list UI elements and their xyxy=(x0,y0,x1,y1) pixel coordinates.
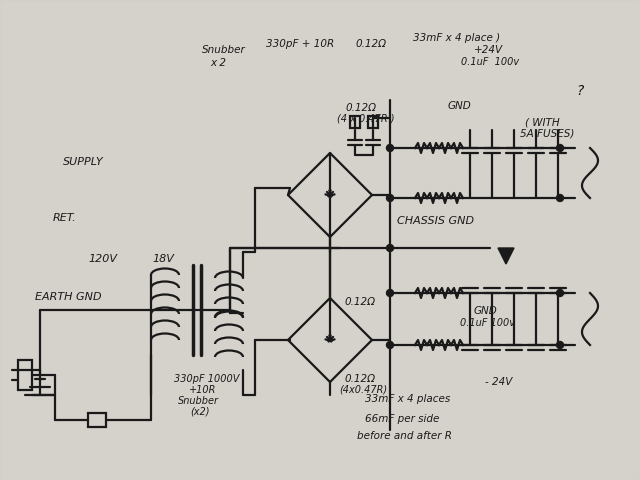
Circle shape xyxy=(387,341,394,348)
Circle shape xyxy=(557,341,563,348)
Text: 120V: 120V xyxy=(88,254,117,264)
Text: x 2: x 2 xyxy=(210,59,226,68)
Text: (4x0.47R): (4x0.47R) xyxy=(339,385,387,395)
Text: +24V: +24V xyxy=(474,46,503,55)
Text: 0.12Ω: 0.12Ω xyxy=(355,39,386,49)
Bar xyxy=(18,360,32,390)
Bar xyxy=(88,413,106,427)
Text: GND: GND xyxy=(448,101,472,110)
Circle shape xyxy=(557,289,563,297)
Text: EARTH GND: EARTH GND xyxy=(35,292,102,301)
Text: 5A FUSES): 5A FUSES) xyxy=(520,129,574,138)
Text: 0.12Ω: 0.12Ω xyxy=(344,298,375,307)
Text: Snubber: Snubber xyxy=(178,396,219,406)
Text: 33mF x 4 places: 33mF x 4 places xyxy=(365,395,450,404)
Text: 0.1uF  100v: 0.1uF 100v xyxy=(461,58,519,67)
Text: 66mF per side: 66mF per side xyxy=(365,414,439,423)
Bar xyxy=(368,116,378,128)
Circle shape xyxy=(557,144,563,152)
Text: +10R: +10R xyxy=(189,385,216,395)
Circle shape xyxy=(557,194,563,202)
Text: 18V: 18V xyxy=(152,254,174,264)
Text: - 24V: - 24V xyxy=(485,377,513,386)
Circle shape xyxy=(387,289,394,297)
Text: 0.1uF 100v: 0.1uF 100v xyxy=(460,318,515,328)
Text: ?: ? xyxy=(576,84,584,98)
Text: (4 x 0.47R ): (4 x 0.47R ) xyxy=(337,114,395,123)
Text: SUPPLY: SUPPLY xyxy=(63,157,103,167)
Bar xyxy=(350,116,360,128)
Polygon shape xyxy=(498,248,514,264)
Text: ( WITH: ( WITH xyxy=(525,118,559,127)
Text: (x2): (x2) xyxy=(191,407,210,416)
Circle shape xyxy=(387,144,394,152)
Text: CHASSIS GND: CHASSIS GND xyxy=(397,216,474,226)
Circle shape xyxy=(387,194,394,202)
Text: RET.: RET. xyxy=(52,214,76,223)
Text: Snubber: Snubber xyxy=(202,46,245,55)
Text: 0.12Ω: 0.12Ω xyxy=(344,374,375,384)
Text: 330pF + 10R: 330pF + 10R xyxy=(266,39,334,49)
Circle shape xyxy=(387,244,394,252)
Text: 330pF 1000V: 330pF 1000V xyxy=(174,374,239,384)
Text: 33mF x 4 place ): 33mF x 4 place ) xyxy=(413,34,500,43)
Text: GND: GND xyxy=(474,306,497,316)
Text: before and after R: before and after R xyxy=(357,431,452,441)
Text: 0.12Ω: 0.12Ω xyxy=(346,103,376,113)
